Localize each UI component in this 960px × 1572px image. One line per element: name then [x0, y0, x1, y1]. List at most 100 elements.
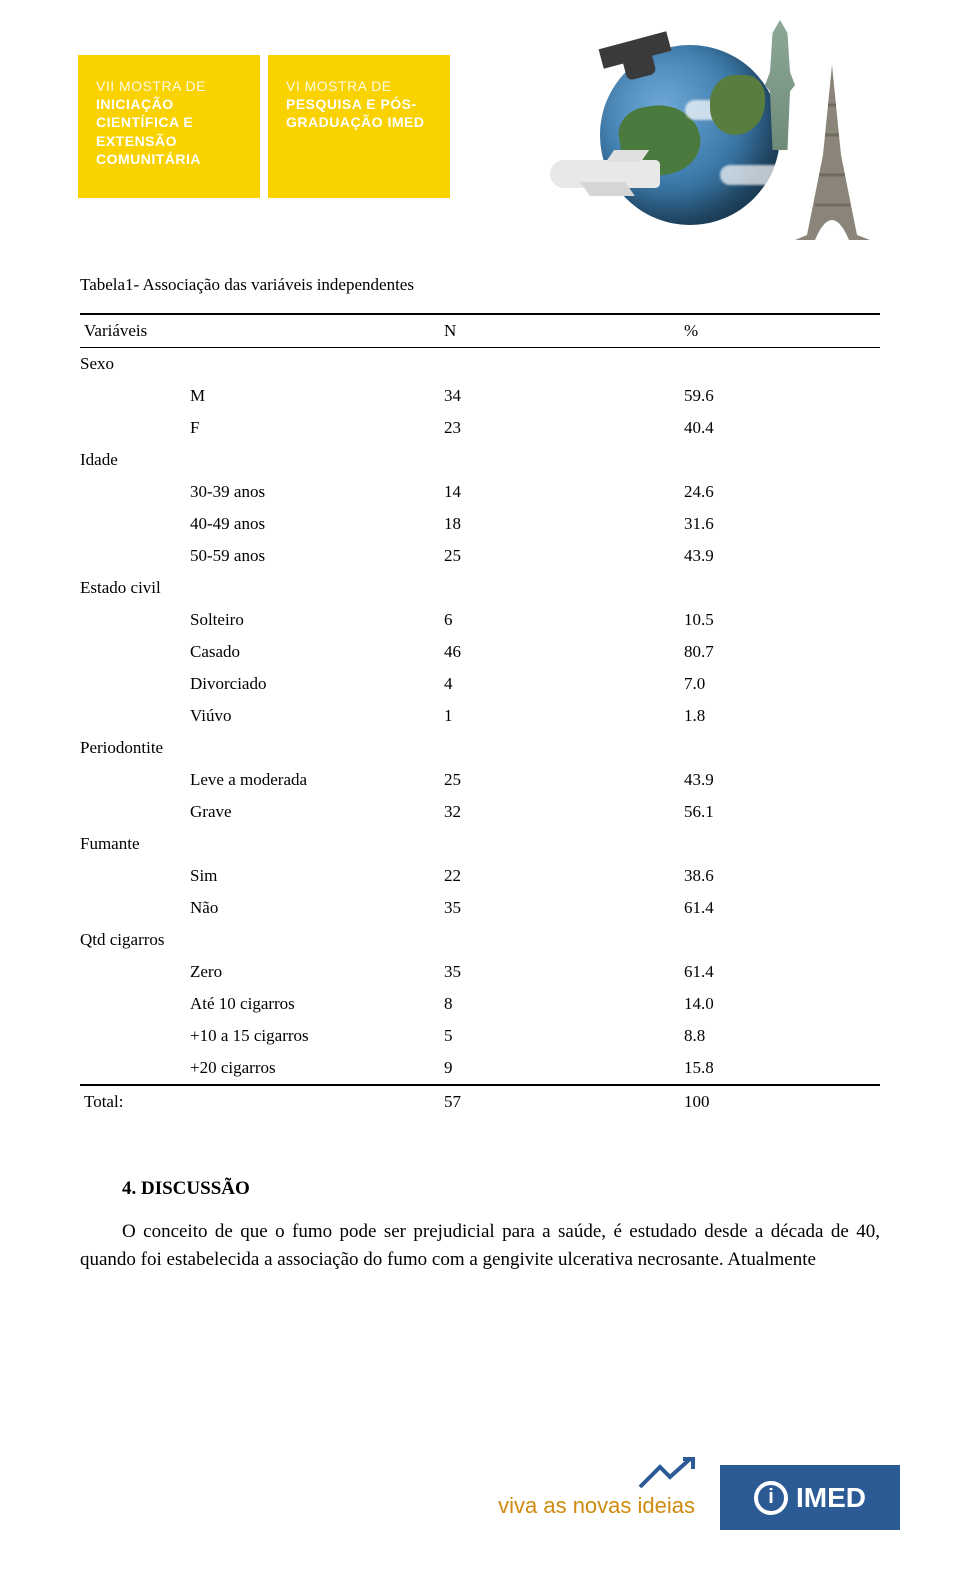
total-percent: 100: [680, 1085, 880, 1118]
row-percent: 43.9: [680, 764, 880, 796]
table-section-row: Idade: [80, 444, 880, 476]
col-header-percent: %: [680, 314, 880, 348]
table-section-row: Fumante: [80, 828, 880, 860]
table-row: 40-49 anos1831.6: [80, 508, 880, 540]
row-percent: 43.9: [680, 540, 880, 572]
section-name: Qtd cigarros: [80, 924, 880, 956]
col-header-n: N: [440, 314, 680, 348]
row-percent: 59.6: [680, 380, 880, 412]
airplane-icon: [550, 160, 660, 188]
row-percent: 31.6: [680, 508, 880, 540]
row-percent: 10.5: [680, 604, 880, 636]
row-label: Não: [80, 892, 440, 924]
table-row: Sim2238.6: [80, 860, 880, 892]
row-n: 18: [440, 508, 680, 540]
row-n: 25: [440, 540, 680, 572]
banner2-title: PESQUISA E PÓS-GRADUAÇÃO IMED: [286, 95, 432, 131]
table-row: Zero3561.4: [80, 956, 880, 988]
banner2-subtitle: VI MOSTRA DE: [286, 77, 432, 95]
discussion-body: O conceito de que o fumo pode ser prejud…: [80, 1218, 880, 1273]
table-row: Solteiro610.5: [80, 604, 880, 636]
table-row: +20 cigarros915.8: [80, 1052, 880, 1085]
row-n: 35: [440, 956, 680, 988]
eiffel-tower-icon: [795, 65, 870, 240]
discussion-section: 4. DISCUSSÃO O conceito de que o fumo po…: [80, 1178, 880, 1273]
banner-block-2: VI MOSTRA DE PESQUISA E PÓS-GRADUAÇÃO IM…: [268, 55, 450, 198]
banner-block-1: VII MOSTRA DE INICIAÇÃO CIENTÍFICA E EXT…: [78, 55, 260, 198]
table-row: Grave3256.1: [80, 796, 880, 828]
row-n: 4: [440, 668, 680, 700]
table-total-row: Total: 57 100: [80, 1085, 880, 1118]
page-content: Tabela1- Associação das variáveis indepe…: [0, 275, 960, 1273]
table-row: Viúvo11.8: [80, 700, 880, 732]
section-name: Estado civil: [80, 572, 880, 604]
variables-table: Variáveis N % SexoM3459.6F2340.4Idade30-…: [80, 313, 880, 1118]
total-label: Total:: [80, 1085, 440, 1118]
row-percent: 15.8: [680, 1052, 880, 1085]
row-n: 6: [440, 604, 680, 636]
row-percent: 38.6: [680, 860, 880, 892]
page-header: VII MOSTRA DE INICIAÇÃO CIENTÍFICA E EXT…: [0, 0, 960, 235]
logo-text: IMED: [796, 1482, 866, 1514]
header-illustration: [540, 10, 900, 230]
table-row: Casado4680.7: [80, 636, 880, 668]
row-label: Divorciado: [80, 668, 440, 700]
row-label: Zero: [80, 956, 440, 988]
row-n: 1: [440, 700, 680, 732]
row-label: F: [80, 412, 440, 444]
banner1-title: INICIAÇÃO CIENTÍFICA E EXTENSÃO COMUNITÁ…: [96, 95, 242, 168]
row-percent: 40.4: [680, 412, 880, 444]
row-label: 30-39 anos: [80, 476, 440, 508]
discussion-heading: 4. DISCUSSÃO: [80, 1178, 880, 1200]
row-label: +10 a 15 cigarros: [80, 1020, 440, 1052]
table-row: F2340.4: [80, 412, 880, 444]
table-row: 50-59 anos2543.9: [80, 540, 880, 572]
row-percent: 8.8: [680, 1020, 880, 1052]
footer-logo: i IMED: [720, 1465, 900, 1530]
table-row: +10 a 15 cigarros58.8: [80, 1020, 880, 1052]
row-n: 35: [440, 892, 680, 924]
banner1-subtitle: VII MOSTRA DE: [96, 77, 242, 95]
row-percent: 1.8: [680, 700, 880, 732]
table-row: Até 10 cigarros814.0: [80, 988, 880, 1020]
table-section-row: Periodontite: [80, 732, 880, 764]
row-n: 8: [440, 988, 680, 1020]
row-percent: 14.0: [680, 988, 880, 1020]
row-percent: 24.6: [680, 476, 880, 508]
row-label: 50-59 anos: [80, 540, 440, 572]
table-row: M3459.6: [80, 380, 880, 412]
event-banners: VII MOSTRA DE INICIAÇÃO CIENTÍFICA E EXT…: [78, 55, 450, 198]
row-n: 5: [440, 1020, 680, 1052]
row-percent: 7.0: [680, 668, 880, 700]
table-row: Não3561.4: [80, 892, 880, 924]
row-percent: 56.1: [680, 796, 880, 828]
row-label: Grave: [80, 796, 440, 828]
col-header-variable: Variáveis: [80, 314, 440, 348]
table-section-row: Estado civil: [80, 572, 880, 604]
row-label: Leve a moderada: [80, 764, 440, 796]
row-label: Solteiro: [80, 604, 440, 636]
row-percent: 80.7: [680, 636, 880, 668]
row-label: M: [80, 380, 440, 412]
table-section-row: Sexo: [80, 348, 880, 381]
section-name: Idade: [80, 444, 880, 476]
footer-arrow-icon: [635, 1457, 705, 1497]
table-caption: Tabela1- Associação das variáveis indepe…: [80, 275, 880, 295]
row-label: Sim: [80, 860, 440, 892]
row-percent: 61.4: [680, 956, 880, 988]
table-section-row: Qtd cigarros: [80, 924, 880, 956]
table-header-row: Variáveis N %: [80, 314, 880, 348]
page-footer: viva as novas ideias i IMED: [0, 1457, 960, 1547]
row-label: Até 10 cigarros: [80, 988, 440, 1020]
row-label: Viúvo: [80, 700, 440, 732]
total-n: 57: [440, 1085, 680, 1118]
row-n: 14: [440, 476, 680, 508]
table-row: Divorciado47.0: [80, 668, 880, 700]
logo-ring-icon: i: [754, 1481, 788, 1515]
row-n: 34: [440, 380, 680, 412]
section-name: Fumante: [80, 828, 880, 860]
section-name: Periodontite: [80, 732, 880, 764]
row-label: +20 cigarros: [80, 1052, 440, 1085]
table-row: Leve a moderada2543.9: [80, 764, 880, 796]
row-n: 22: [440, 860, 680, 892]
